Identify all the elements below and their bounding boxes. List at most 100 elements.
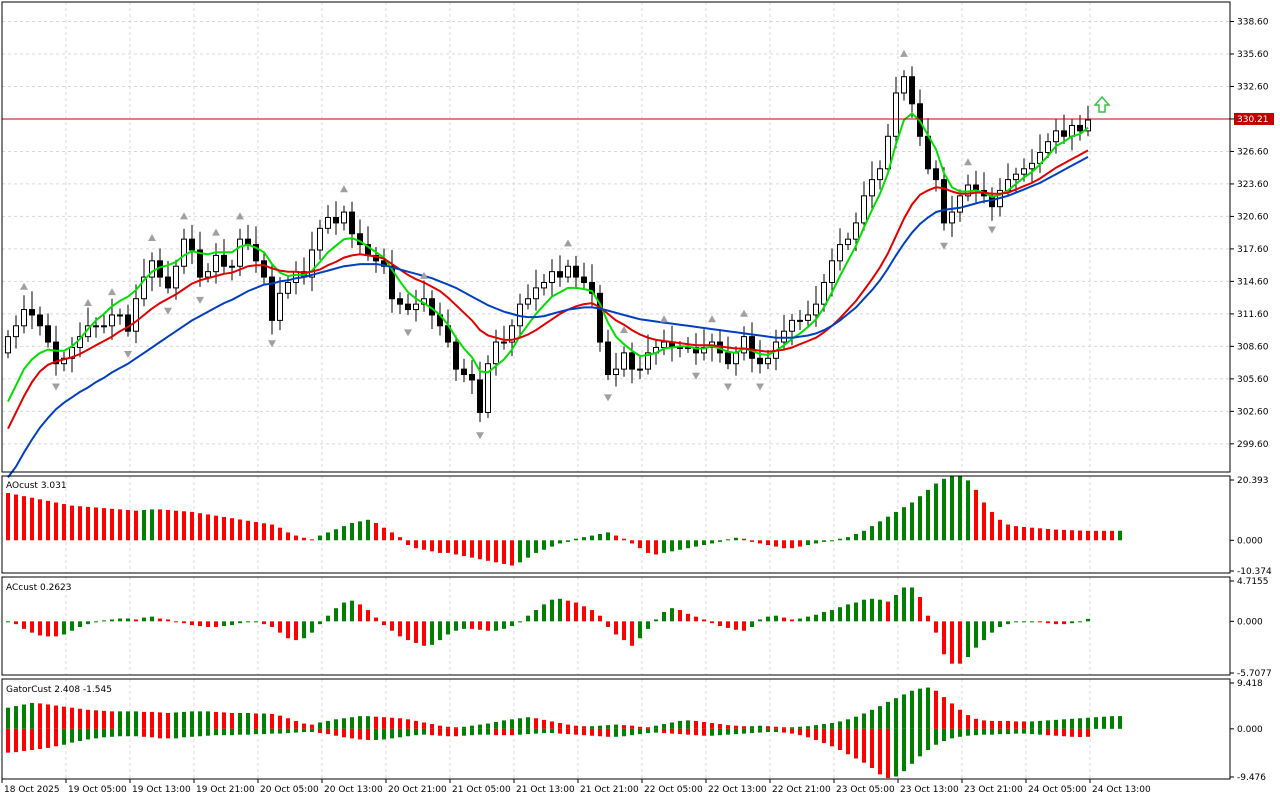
ac-bar bbox=[86, 621, 90, 625]
gator-lower-bar bbox=[926, 728, 930, 751]
ao-bar bbox=[414, 540, 418, 549]
gator-upper-bar bbox=[758, 725, 762, 729]
gator-lower-bar bbox=[254, 728, 258, 735]
candle-bull bbox=[1053, 130, 1059, 143]
ao-bar bbox=[526, 540, 530, 558]
fractal-up-marker bbox=[564, 239, 572, 247]
ac-bar bbox=[102, 620, 106, 622]
ac-bar bbox=[38, 621, 42, 636]
gator-lower-bar bbox=[846, 728, 850, 755]
ao-bar bbox=[406, 540, 410, 546]
gator-lower-bar bbox=[430, 728, 434, 736]
ao-bar bbox=[166, 510, 170, 541]
ao-bar bbox=[742, 538, 746, 541]
gator-lower-bar bbox=[262, 728, 266, 735]
gator-lower-bar bbox=[270, 728, 274, 734]
gator-upper-bar bbox=[910, 690, 914, 729]
gator-upper-bar bbox=[510, 719, 514, 729]
price-tick-label: 326.60 bbox=[1237, 147, 1269, 157]
gator-lower-bar bbox=[374, 728, 378, 740]
gator-upper-bar bbox=[766, 726, 770, 729]
gator-upper-bar bbox=[678, 720, 682, 729]
time-tick-label: 22 Oct 05:00 bbox=[644, 785, 703, 795]
ao-bar bbox=[950, 475, 954, 541]
gator-upper-bar bbox=[974, 718, 978, 729]
gator-upper-bar bbox=[710, 723, 714, 729]
gator-upper-bar bbox=[902, 694, 906, 729]
ac-bar bbox=[110, 619, 114, 622]
gator-upper-bar bbox=[702, 721, 706, 729]
ac-bar bbox=[630, 621, 634, 646]
candle-bear bbox=[933, 168, 939, 181]
candle-bear bbox=[357, 233, 363, 246]
candle-bull bbox=[885, 135, 891, 170]
candle-bull bbox=[285, 281, 291, 294]
gator-lower-bar bbox=[454, 728, 458, 737]
ac-bar bbox=[846, 604, 850, 622]
ao-bar bbox=[390, 532, 394, 541]
ac-panel[interactable]: ACcust 0.2623 bbox=[6, 583, 1090, 664]
candle-bull bbox=[645, 352, 651, 370]
ac-bar bbox=[470, 621, 474, 629]
gator-upper-bar bbox=[150, 711, 154, 729]
ac-bar bbox=[814, 614, 818, 622]
ao-bar bbox=[1118, 530, 1122, 541]
candle-bull bbox=[533, 287, 539, 300]
ac-bar bbox=[486, 621, 490, 631]
ao-bar bbox=[350, 522, 354, 541]
candle-bear bbox=[269, 276, 275, 321]
gator-lower-bar bbox=[686, 728, 690, 735]
candle-bull bbox=[493, 341, 499, 365]
time-tick-label: 19 Oct 05:00 bbox=[68, 785, 127, 795]
gator-lower-bar bbox=[150, 728, 154, 738]
ac-bar bbox=[806, 616, 810, 622]
ac-bar bbox=[78, 621, 82, 627]
time-tick-label: 21 Oct 05:00 bbox=[452, 785, 511, 795]
gator-upper-bar bbox=[878, 706, 882, 729]
ao-bar bbox=[870, 526, 874, 541]
gator-lower-bar bbox=[102, 728, 106, 738]
gator-lower-bar bbox=[334, 728, 338, 736]
ao-bar bbox=[366, 519, 370, 541]
gator-lower-bar bbox=[406, 728, 410, 737]
ao-bar bbox=[1086, 530, 1090, 541]
ao-bar bbox=[70, 505, 74, 541]
gator-lower-bar bbox=[486, 728, 490, 735]
price-tick-label: 335.60 bbox=[1237, 50, 1269, 60]
candle-bear bbox=[389, 265, 395, 300]
ao-panel[interactable]: AOcust 3.031 bbox=[6, 475, 1122, 566]
candle-bull bbox=[613, 368, 619, 376]
gator-upper-bar bbox=[190, 711, 194, 729]
gator-lower-bar bbox=[182, 728, 186, 738]
fractal-down-marker bbox=[940, 242, 948, 250]
gator-upper-bar bbox=[1102, 716, 1106, 729]
ao-bar bbox=[54, 502, 58, 541]
gator-lower-bar bbox=[118, 728, 122, 737]
gator-lower-bar bbox=[414, 728, 418, 736]
panel-frame-ao bbox=[1, 475, 1231, 574]
price-panel[interactable] bbox=[2, 49, 1230, 478]
ac-bar bbox=[318, 621, 322, 625]
time-tick-label: 24 Oct 05:00 bbox=[1028, 785, 1087, 795]
ao-bar bbox=[966, 480, 970, 541]
gator-upper-bar bbox=[358, 716, 362, 729]
ac-bar bbox=[1070, 621, 1074, 624]
gator-panel[interactable]: GatorCust 2.408 -1.545 bbox=[6, 685, 1122, 779]
gator-upper-bar bbox=[846, 719, 850, 729]
candle-bull bbox=[805, 314, 811, 321]
ao-bar bbox=[702, 540, 706, 546]
gator-lower-bar bbox=[278, 728, 282, 734]
ao-bar bbox=[310, 539, 314, 541]
candle-bear bbox=[189, 238, 195, 251]
ac-bar bbox=[974, 621, 978, 648]
gator-lower-bar bbox=[1062, 728, 1066, 737]
candle-bear bbox=[253, 244, 259, 262]
gator-upper-bar bbox=[70, 707, 74, 729]
ac-bar bbox=[1046, 621, 1050, 624]
candle-bull bbox=[869, 179, 875, 197]
ao-bar bbox=[926, 489, 930, 541]
candle-bull bbox=[309, 249, 315, 278]
ao-bar bbox=[622, 538, 626, 541]
gator-lower-bar bbox=[1054, 728, 1058, 736]
